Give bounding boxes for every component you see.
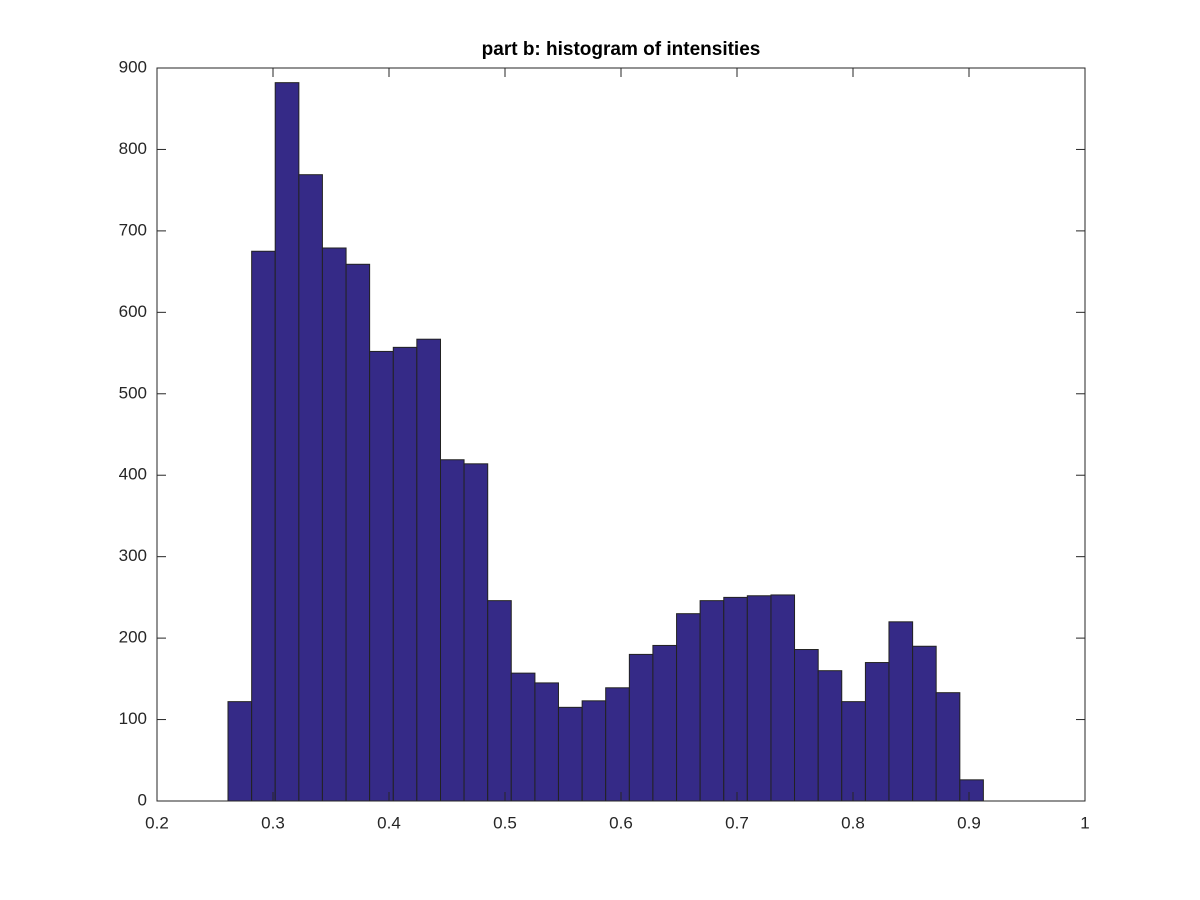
bar [628,653,654,802]
x-tick-label: 0.3 [261,813,285,832]
bar [440,459,465,802]
bar [392,346,418,802]
x-tick-label: 1 [1080,813,1089,832]
bar [841,701,866,802]
bar [676,613,701,802]
x-tick-label: 0.5 [493,813,517,832]
y-tick-label: 200 [119,628,147,647]
bar [274,82,300,802]
x-tick-label: 0.8 [841,813,865,832]
y-tick-label: 900 [119,57,147,76]
x-tick-label: 0.7 [725,813,749,832]
bar [534,682,559,802]
bar [416,338,442,802]
x-tick-label: 0.6 [609,813,633,832]
bar [251,250,276,802]
x-tick-label: 0.4 [377,813,401,832]
bar [888,621,914,802]
bar [817,670,843,802]
bar [321,247,347,802]
bar [345,263,371,802]
y-tick-label: 500 [119,383,147,402]
bar [652,644,678,802]
x-tick-label: 0.2 [145,813,169,832]
bar [298,174,323,802]
y-tick-label: 100 [119,709,147,728]
bar [770,594,796,802]
bar [912,645,937,802]
bar [605,687,630,802]
bar [581,700,607,802]
bar [746,595,772,802]
bar [959,779,984,802]
y-tick-label: 0 [138,790,147,809]
y-tick-label: 400 [119,465,147,484]
bar [699,600,725,802]
bar [227,701,253,802]
y-tick-label: 800 [119,139,147,158]
bar [510,672,536,802]
bar [935,692,961,802]
x-tick-label: 0.9 [957,813,981,832]
y-tick-label: 600 [119,302,147,321]
bar [723,596,748,802]
y-tick-label: 300 [119,546,147,565]
bar [794,649,819,802]
y-tick-label: 700 [119,220,147,239]
bar [557,706,583,802]
bar [487,600,512,802]
bar [864,662,890,802]
bar [463,463,489,802]
bar [369,350,394,802]
chart-title: part b: histogram of intensities [482,39,761,60]
